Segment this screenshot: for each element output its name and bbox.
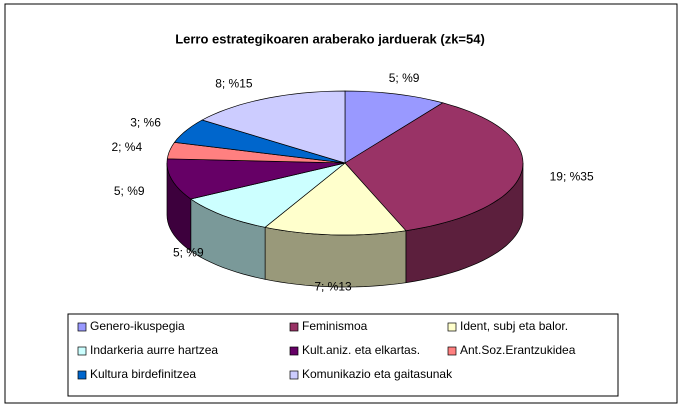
legend-label: Indarkeria aurre hartzea: [90, 343, 218, 357]
slice: [189, 162, 346, 228]
data-label: 5; %9: [173, 246, 204, 260]
slice: [173, 119, 346, 164]
legend-swatch: [289, 346, 299, 356]
legend-swatch: [447, 322, 457, 332]
data-label: 8; %15: [215, 77, 253, 91]
data-label: 19; %35: [550, 170, 594, 184]
data-label: 2; %4: [111, 140, 142, 154]
legend-label: Ident, subj eta balor.: [460, 319, 568, 333]
legend-swatch: [289, 370, 299, 380]
slice: [344, 90, 444, 164]
legend-label: Kult.aniz. eta elkartas.: [302, 343, 420, 357]
data-label: 3; %6: [130, 116, 161, 130]
chart-title: Lerro estrategikoaren araberako jarduera…: [175, 31, 485, 46]
data-label: 5; %9: [389, 71, 420, 85]
data-label: 5; %9: [114, 184, 145, 198]
legend-label: Komunikazio eta gaitasunak: [302, 367, 453, 381]
slice: [264, 162, 407, 236]
slice: [166, 158, 346, 200]
data-label: 7; %13: [314, 279, 352, 293]
legend-box: [67, 313, 619, 397]
legend-label: Feminismoa: [302, 319, 368, 333]
legend-swatch: [77, 322, 87, 332]
legend-swatch: [289, 322, 299, 332]
legend-swatch: [77, 346, 87, 356]
legend-label: Genero-ikuspegia: [90, 319, 185, 333]
legend-swatch: [447, 346, 457, 356]
legend-label: Kultura birdefinitzea: [90, 367, 196, 381]
slice: [201, 90, 346, 164]
slice: [344, 102, 524, 232]
legend-swatch: [77, 370, 87, 380]
legend-label: Ant.Soz.Erantzukidea: [460, 343, 576, 357]
slice-side: [264, 226, 407, 288]
